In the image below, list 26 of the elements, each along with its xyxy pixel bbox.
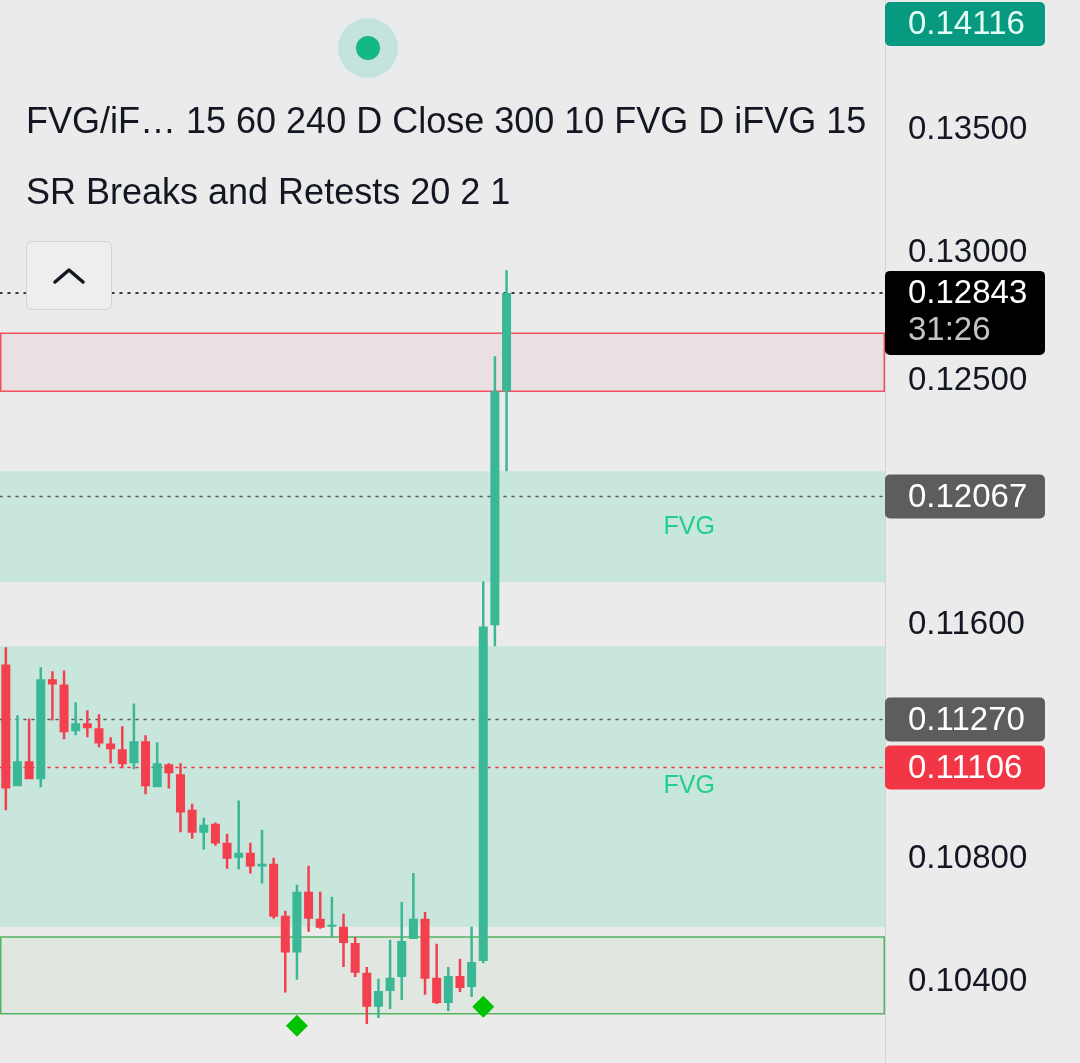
y-tick-label: 0.12500 <box>908 360 1028 398</box>
y-tick-label: 0.10400 <box>908 961 1028 999</box>
ref-line-label: 0.11270 <box>908 699 1025 737</box>
candlestick <box>106 737 116 764</box>
ref-line-label: 0.11106 <box>908 747 1023 785</box>
text: FVG/iF… 15 60 240 D Close 300 10 FVG D iFVG 15 <box>26 100 867 141</box>
text: 0.14116 <box>908 4 1025 42</box>
ref-line-label: 0.12843 <box>908 272 1028 310</box>
band-label: FVG <box>663 770 715 799</box>
y-tick-label: 0.11600 <box>908 604 1025 642</box>
text: 31:26 <box>908 309 991 347</box>
candlestick <box>82 710 92 738</box>
candlestick <box>397 901 407 1000</box>
candlestick <box>234 800 244 870</box>
y-tick-label: 0.13000 <box>908 232 1028 270</box>
candlestick <box>12 715 22 787</box>
y-tick-label: 0.13500 <box>908 109 1028 147</box>
ref-line-label: 0.12067 <box>908 476 1028 514</box>
candlestick <box>339 913 349 967</box>
candlestick <box>467 926 477 998</box>
candlestick <box>408 872 418 939</box>
y-tick-label: 0.10800 <box>908 837 1028 875</box>
band-label: FVG <box>663 510 715 539</box>
candlestick <box>47 671 57 721</box>
candlestick <box>71 702 81 736</box>
text: SR Breaks and Retests 20 2 1 <box>26 171 511 212</box>
